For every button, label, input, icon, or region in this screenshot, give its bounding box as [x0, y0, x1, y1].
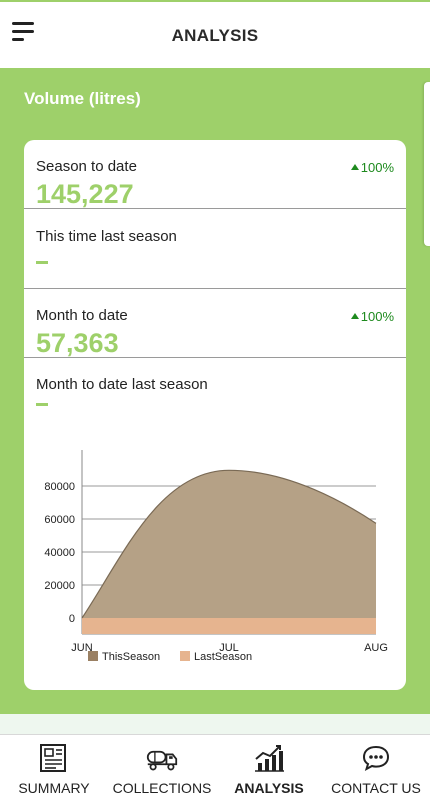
nav-label: COLLECTIONS [112, 780, 212, 796]
volume-area-chart: 0 20000 40000 60000 80000 JUN JUL AUG ThisSeason… [24, 440, 406, 680]
legend-swatch [180, 651, 190, 661]
stat-value: 145,227 [36, 179, 134, 209]
tanker-truck-icon [146, 750, 178, 771]
stat-month-last-season: Month to date last season [24, 358, 406, 427]
empty-value-dash [36, 403, 48, 406]
nav-label: CONTACT US [331, 780, 421, 796]
bottom-nav: SUMMARY COLLECTIONS ANALYSIS [0, 734, 430, 800]
nav-label: ANALYSIS [234, 780, 304, 796]
stat-label: Month to date [36, 307, 128, 324]
x-tick-label: JUL [219, 642, 239, 654]
legend-swatch [88, 651, 98, 661]
top-accent-line [0, 0, 430, 2]
series-area-thisseason [82, 470, 376, 618]
y-tick-label: 20000 [44, 580, 75, 592]
nav-label: SUMMARY [18, 780, 90, 796]
nav-collections[interactable]: COLLECTIONS [108, 735, 216, 800]
page-title: ANALYSIS [171, 26, 259, 45]
stat-label: This time last season [36, 228, 177, 245]
stat-this-time-last-season: This time last season [24, 220, 406, 289]
stat-label: Season to date [36, 158, 137, 175]
x-tick-label: JUN [71, 642, 92, 654]
divider-band [0, 714, 430, 734]
section-title: Volume (litres) [24, 89, 141, 108]
stat-month-to-date: Month to date 57,363 100% [24, 289, 406, 358]
nav-contact-us[interactable]: CONTACT US [322, 735, 430, 800]
y-tick-label: 0 [69, 613, 75, 625]
change-badge: 100% [350, 160, 394, 175]
y-tick-label: 40000 [44, 547, 75, 559]
up-triangle-icon [350, 313, 359, 319]
empty-value-dash [36, 261, 48, 264]
stat-season-to-date: Season to date 145,227 100% [24, 140, 406, 209]
hamburger-menu-icon[interactable] [12, 20, 38, 44]
volume-card: Season to date 145,227 100% This time la… [24, 140, 406, 690]
app-header: ANALYSIS [0, 2, 430, 68]
x-tick-label: AUG [364, 642, 388, 654]
change-badge: 100% [350, 309, 394, 324]
bar-chart-trend-icon [255, 745, 284, 772]
legend-label: ThisSeason [102, 651, 160, 663]
series-line-thisseason [81, 469, 377, 619]
stat-label: Month to date last season [36, 376, 208, 393]
legend-label: LastSeason [194, 651, 252, 663]
up-triangle-icon [350, 164, 359, 170]
newspaper-icon [40, 744, 66, 772]
nav-summary[interactable]: SUMMARY [0, 735, 108, 800]
nav-analysis[interactable]: ANALYSIS [216, 735, 322, 800]
y-tick-label: 80000 [44, 481, 75, 493]
stat-value: 57,363 [36, 328, 119, 358]
chat-bubble-icon [362, 745, 390, 772]
chart-svg: 0 20000 40000 60000 80000 JUN JUL AUG ThisSeason… [44, 450, 388, 663]
analysis-panel: Volume (litres) Season to date 145,227 1… [0, 68, 430, 714]
side-drawer-handle[interactable] [424, 82, 430, 246]
y-tick-label: 60000 [44, 514, 75, 526]
series-area-lastseason [82, 618, 376, 634]
